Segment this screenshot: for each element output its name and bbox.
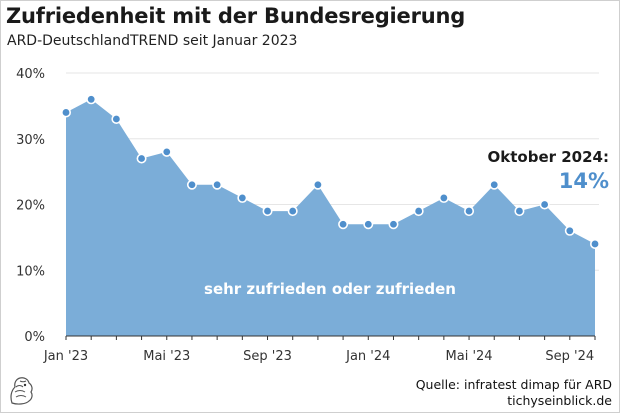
x-axis xyxy=(65,335,596,340)
data-point xyxy=(136,153,147,164)
data-point xyxy=(262,206,273,217)
x-tick-label: Jan '24 xyxy=(345,349,390,364)
area-label: sehr zufrieden oder zufrieden xyxy=(204,280,456,298)
data-point xyxy=(539,199,550,210)
chart-title: Zufriedenheit mit der Bundesregierung xyxy=(6,4,466,28)
y-tick-label: 40% xyxy=(16,67,45,82)
x-tick-label: Mai '24 xyxy=(446,349,493,364)
data-point xyxy=(111,114,122,125)
y-tick-label: 0% xyxy=(24,330,45,345)
y-tick-label: 20% xyxy=(16,199,45,214)
x-tick-label: Sep '24 xyxy=(545,349,594,364)
data-point xyxy=(86,94,97,105)
data-point xyxy=(338,219,349,230)
data-point xyxy=(413,206,424,217)
annotation: sehr zufrieden oder zufrieden Oktober 202… xyxy=(204,148,609,298)
data-point xyxy=(514,206,525,217)
lion-logo-icon xyxy=(10,377,33,405)
data-point xyxy=(287,206,298,217)
y-tick-label: 30% xyxy=(16,133,45,148)
source-text: Quelle: infratest dimap für ARD xyxy=(415,377,612,392)
area-fill xyxy=(66,99,595,336)
source-site: tichyseinblick.de xyxy=(507,393,612,408)
annotation-value: 14% xyxy=(559,169,609,193)
data-point xyxy=(60,107,71,118)
annotation-label: Oktober 2024: xyxy=(488,148,609,166)
data-point xyxy=(312,179,323,190)
data-point xyxy=(464,206,475,217)
data-point xyxy=(438,192,449,203)
area-layer xyxy=(66,99,595,336)
x-axis-labels: Jan '23 Mai '23 Sep '23 Jan '24 Mai '24 Sep '… xyxy=(43,349,594,364)
x-tick-label: Jan '23 xyxy=(43,349,88,364)
data-point xyxy=(237,192,248,203)
data-point xyxy=(388,219,399,230)
chart-subtitle: ARD-DeutschlandTREND seit Januar 2023 xyxy=(7,33,298,49)
data-point xyxy=(161,146,172,157)
x-tick-label: Sep '23 xyxy=(243,349,292,364)
x-tick-label: Mai '23 xyxy=(143,349,190,364)
data-point xyxy=(186,179,197,190)
data-point xyxy=(363,219,374,230)
source-note: Quelle: infratest dimap für ARD tichysei… xyxy=(416,377,612,409)
data-point xyxy=(589,238,600,249)
data-point xyxy=(564,225,575,236)
data-point xyxy=(489,179,500,190)
data-point xyxy=(212,179,223,190)
data-points xyxy=(60,94,600,249)
y-tick-label: 10% xyxy=(16,264,45,279)
y-axis-labels: 0% 10% 20% 30% 40% xyxy=(16,67,45,345)
